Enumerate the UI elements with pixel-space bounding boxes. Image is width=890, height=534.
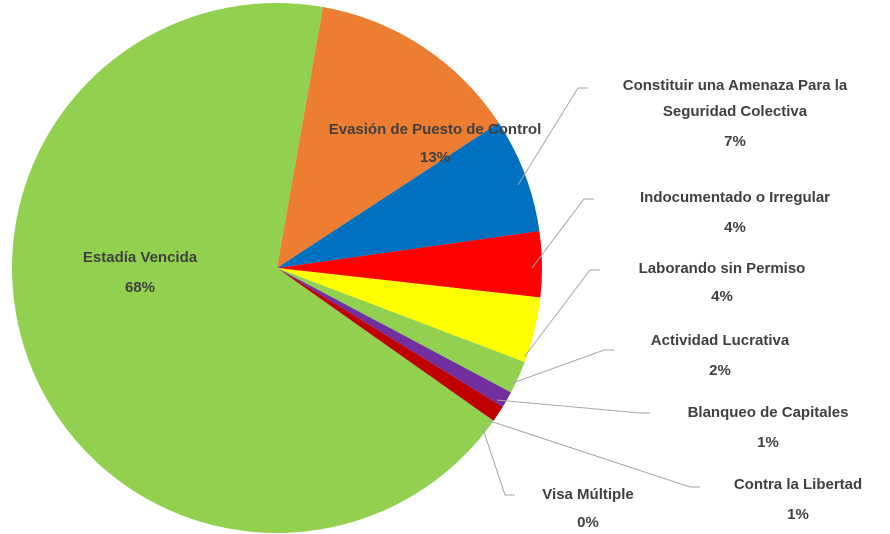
pie-slice <box>277 268 525 393</box>
slice-label: Actividad Lucrativa <box>650 332 790 349</box>
slice-percent: 7% <box>724 133 746 150</box>
slice-percent: 0% <box>577 514 599 531</box>
slice-label: Evasión de Puesto de Control <box>328 121 542 138</box>
slice-label: Estadía Vencida <box>82 249 198 266</box>
slice-label: Laborando sin Permiso <box>638 260 806 277</box>
leader-line <box>496 399 650 414</box>
slice-label: Constituir una Amenaza Para la Seguridad… <box>622 77 848 120</box>
pie-slice <box>277 122 540 268</box>
slice-percent: 4% <box>724 219 746 236</box>
slice-label: Visa Múltiple <box>542 486 634 503</box>
slice-percent: 13% <box>419 149 451 166</box>
leader-line <box>531 198 594 269</box>
leader-line <box>517 87 588 186</box>
slice-percent: 68% <box>124 279 156 296</box>
pie-slice <box>277 268 494 421</box>
leader-line <box>509 349 614 385</box>
slice-percent: 4% <box>711 288 733 305</box>
slice-label: Indocumentado o Irregular <box>639 189 831 206</box>
slice-percent: 1% <box>757 434 779 451</box>
pie-slice <box>277 7 499 269</box>
leader-line <box>481 425 515 496</box>
pie-slice <box>277 268 503 421</box>
slice-label: Blanqueo de Capitales <box>687 404 849 421</box>
pie-slice <box>277 231 542 298</box>
pie-slice <box>277 268 511 407</box>
slice-label: Contra la Libertad <box>733 476 863 493</box>
slice-percent: 1% <box>787 506 809 523</box>
pie-slice <box>277 268 541 363</box>
leader-line <box>524 269 600 357</box>
leader-line <box>486 419 700 488</box>
slice-percent: 2% <box>709 362 731 379</box>
pie-slice <box>12 3 494 534</box>
